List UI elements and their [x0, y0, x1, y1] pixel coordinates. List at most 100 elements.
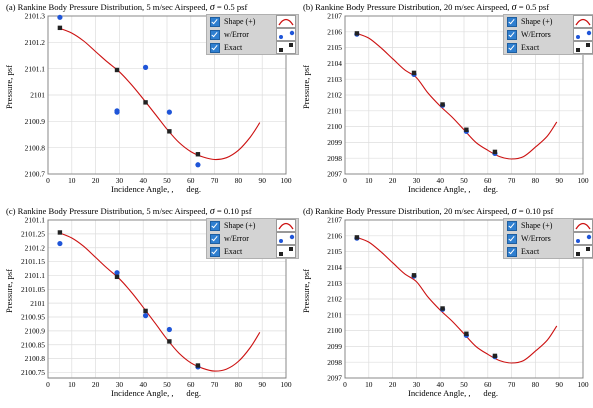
x-tick-label: 40 [140, 380, 148, 389]
x-tick-label: 70 [508, 176, 516, 185]
x-tick-label: 40 [437, 380, 445, 389]
y-tick-label: 2100 [327, 326, 342, 335]
legend-swatch-icon [573, 41, 593, 54]
chart-title: (d) Rankine Body Pressure Distribution, … [303, 206, 553, 217]
exact-data-point [57, 230, 63, 235]
x-tick-label: 0 [46, 176, 50, 185]
y-axis-label: Pressure, psf [4, 269, 14, 313]
legend-checkbox[interactable] [210, 42, 220, 53]
legend-item-shape[interactable]: Shape (+) [504, 219, 593, 232]
shape-fit-curve [59, 27, 261, 161]
legend-label: Exact [521, 247, 540, 256]
y-tick-label: 2101 [327, 106, 342, 115]
chart-legend: Shape (+) w/Error Exact [206, 14, 299, 55]
legend-checkbox[interactable] [507, 233, 517, 244]
error-data-point [142, 64, 149, 70]
legend-checkbox[interactable] [507, 16, 517, 27]
chart-legend: Shape (+) W/Errors Exact [503, 14, 593, 55]
y-tick-label: 2100.85 [21, 340, 45, 349]
exact-data-point [114, 67, 120, 73]
x-tick-label: 0 [343, 380, 347, 389]
chart-title-text: (a) Rankine Body Pressure Distribution, … [6, 2, 210, 12]
y-tick-label: 2101 [30, 299, 45, 308]
legend-checkbox[interactable] [507, 246, 517, 257]
x-tick-label: 10 [68, 380, 76, 389]
error-data-point [57, 240, 63, 247]
legend-item-error[interactable]: w/Error [207, 232, 298, 245]
legend-checkbox[interactable] [210, 246, 220, 257]
exact-data-point [195, 363, 201, 368]
y-axis-label: Pressure, psf [301, 269, 311, 313]
sigma-value: = 0.5 psf [214, 2, 248, 12]
chart-panel-a: (a) Rankine Body Pressure Distribution, … [0, 0, 299, 204]
y-tick-label: 2100.9 [25, 117, 46, 126]
legend-swatch-icon [276, 28, 296, 41]
plot-frame [344, 15, 584, 175]
legend-item-shape[interactable]: Shape (+) [504, 15, 593, 28]
legend-label: Exact [521, 43, 540, 52]
exact-data-point [143, 100, 148, 105]
y-axis-label: Pressure, psf [4, 65, 14, 109]
exact-data-point [195, 152, 201, 157]
legend-item-exact[interactable]: Exact [207, 245, 298, 258]
legend-item-exact[interactable]: Exact [207, 41, 298, 54]
legend-checkbox[interactable] [507, 220, 517, 231]
legend-checkbox[interactable] [210, 29, 220, 40]
exact-data-point [464, 127, 469, 132]
exact-data-point [114, 274, 120, 280]
y-tick-label: 2101.25 [21, 229, 45, 238]
chart-title-text: (c) Rankine Body Pressure Distribution, … [6, 206, 210, 216]
y-tick-label: 2105 [327, 43, 342, 52]
legend-checkbox[interactable] [210, 16, 220, 27]
x-tick-label: 60 [187, 380, 195, 389]
legend-label: W/Errors [521, 234, 551, 243]
y-tick-label: 2101.1 [25, 64, 46, 73]
legend-swatch-icon [573, 15, 593, 28]
y-tick-label: 2106 [327, 27, 342, 36]
chart-title-text: (d) Rankine Body Pressure Distribution, … [303, 206, 512, 216]
plot-frame [47, 219, 287, 379]
error-data-point [114, 270, 120, 276]
y-tick-label: 2097 [327, 374, 342, 383]
exact-data-point [440, 306, 445, 311]
x-tick-label: 90 [259, 380, 267, 389]
exact-data-point [464, 331, 469, 336]
legend-item-shape[interactable]: Shape (+) [207, 15, 298, 28]
y-axis-label: Pressure, psf [301, 65, 311, 109]
x-tick-label: 50 [460, 176, 468, 185]
y-tick-label: 2102 [327, 91, 342, 100]
x-tick-label: 50 [163, 380, 171, 389]
legend-swatch-icon [573, 219, 593, 232]
legend-item-error[interactable]: W/Errors [504, 28, 593, 41]
exact-data-point [411, 273, 417, 278]
exact-data-point [411, 70, 417, 76]
y-tick-label: 2099 [327, 342, 342, 351]
y-tick-label: 2104 [327, 263, 342, 272]
legend-item-error[interactable]: W/Errors [504, 232, 593, 245]
y-tick-label: 2105 [327, 247, 342, 256]
x-tick-label: 80 [532, 176, 540, 185]
legend-checkbox[interactable] [507, 42, 517, 53]
chart-legend: Shape (+) W/Errors Exact [503, 218, 593, 259]
legend-item-shape[interactable]: Shape (+) [207, 219, 298, 232]
x-tick-label: 80 [235, 380, 243, 389]
x-tick-label: 90 [259, 176, 267, 185]
legend-item-exact[interactable]: Exact [504, 245, 593, 258]
exact-data-point [57, 25, 63, 31]
legend-item-exact[interactable]: Exact [504, 41, 593, 54]
y-tick-label: 2101.15 [21, 257, 45, 266]
x-tick-label: 0 [343, 176, 347, 185]
y-tick-label: 2101.05 [21, 285, 45, 294]
legend-checkbox[interactable] [507, 29, 517, 40]
legend-checkbox[interactable] [210, 220, 220, 231]
exact-data-point [167, 339, 172, 344]
error-data-point [142, 313, 149, 319]
legend-label: W/Errors [521, 30, 551, 39]
chart-legend: Shape (+) w/Error Exact [206, 218, 299, 259]
chart-panel-d: (d) Rankine Body Pressure Distribution, … [297, 204, 593, 408]
y-tick-label: 2100.75 [21, 368, 45, 377]
sigma-symbol: σ [511, 2, 517, 13]
legend-item-error[interactable]: w/Error [207, 28, 298, 41]
legend-checkbox[interactable] [210, 233, 220, 244]
y-tick-label: 2103 [327, 75, 342, 84]
